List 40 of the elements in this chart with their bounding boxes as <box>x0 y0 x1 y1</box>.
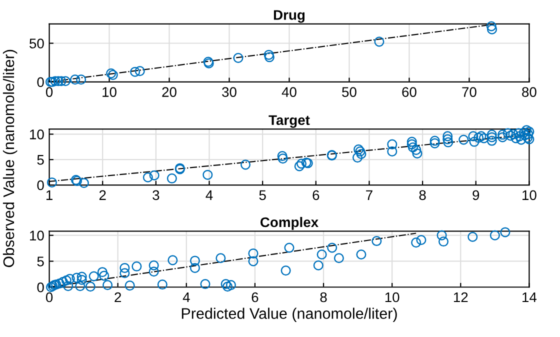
x-tick-label: 3 <box>152 190 160 200</box>
chart-title: Complex <box>260 216 318 230</box>
x-tick-label: 9 <box>472 190 480 200</box>
x-tick-label: 0 <box>46 87 53 97</box>
y-tick-label: 0 <box>37 77 44 88</box>
x-tick-label: 0 <box>46 292 53 302</box>
x-tick-label: 50 <box>342 87 356 97</box>
x-tick-label: 6 <box>312 190 320 200</box>
x-tick-label: 12 <box>454 292 468 302</box>
y-tick-label: 50 <box>30 38 44 48</box>
x-tick-label: 10 <box>385 292 400 302</box>
x-tick-label: 4 <box>206 190 213 200</box>
x-tick-label: 2 <box>99 190 106 200</box>
x-tick-label: 2 <box>114 292 122 302</box>
x-tick-label: 70 <box>462 87 476 97</box>
y-tick-label: 0 <box>37 282 44 292</box>
x-tick-label: 1 <box>46 190 52 200</box>
x-tick-label: 8 <box>320 292 327 302</box>
y-tick-label: 10 <box>30 230 44 240</box>
x-tick-label: 20 <box>162 87 176 97</box>
x-tick-label: 14 <box>522 292 537 302</box>
chart-title: Target <box>268 115 310 128</box>
x-tick-label: 10 <box>102 87 116 97</box>
chart-title: Drug <box>274 10 305 23</box>
y-tick-label: 0 <box>37 180 44 190</box>
x-tick-label: 80 <box>522 87 536 97</box>
x-tick-label: 4 <box>182 292 190 302</box>
y-tick-label: 5 <box>37 155 44 165</box>
x-axis-title: Predicted Value (nanomole/liter) <box>182 308 397 322</box>
y-tick-label: 5 <box>37 256 44 266</box>
x-tick-label: 10 <box>522 190 536 200</box>
x-tick-label: 60 <box>402 87 416 97</box>
y-axis-title: Observed Value (nanomole/liter) <box>2 50 18 268</box>
x-tick-label: 40 <box>282 87 296 97</box>
y-tick-label: 10 <box>30 129 44 140</box>
x-tick-label: 7 <box>366 190 372 200</box>
x-tick-label: 30 <box>222 87 236 97</box>
x-tick-label: 8 <box>419 190 426 200</box>
x-tick-label: 5 <box>259 190 266 200</box>
x-tick-label: 6 <box>252 292 258 302</box>
